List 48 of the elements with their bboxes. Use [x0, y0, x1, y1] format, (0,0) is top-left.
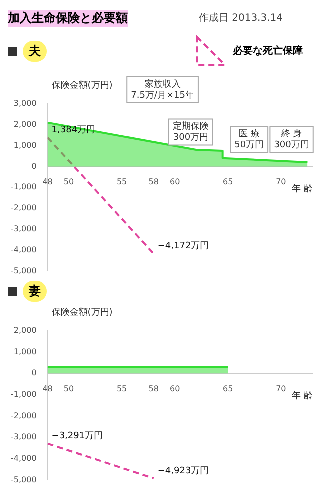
text: 必要な死亡保障 [233, 44, 303, 58]
annotation: −3,291万円 [52, 432, 104, 442]
y-tick-label: -2,000 [10, 204, 37, 213]
x-tick-label: 70 [276, 178, 286, 187]
y-tick-label: -1,000 [10, 182, 37, 192]
annotation: 定期保険 300万円 [173, 121, 210, 144]
annotation: 1,384万円 [52, 126, 96, 136]
y-tick-label: 3,000 [14, 99, 37, 108]
text: 家族収入 7.5万/月×15年 [131, 78, 194, 101]
x-tick-label: 60 [170, 178, 180, 187]
y-tick-label: 0 [32, 162, 37, 171]
chart-title: 加入生命保険と必要額 [8, 10, 128, 26]
y-tick-label: 2,000 [14, 120, 37, 129]
x-tick-label: 48 [42, 384, 53, 394]
y-tick-label: 0 [32, 368, 37, 378]
annotation: 医 療 50万円 [234, 128, 264, 150]
annotation: −4,172万円 [158, 242, 210, 252]
x-tick-label: 70 [276, 384, 286, 394]
x-tick-label: 48 [42, 178, 53, 187]
annotation: 終 身 300万円 [274, 128, 310, 150]
y-tick-label: -4,000 [10, 454, 37, 463]
y-tick-label: -4,000 [10, 245, 37, 254]
text: 作成日 2013.3.14 [198, 12, 283, 25]
y-tick-label: -1,000 [10, 390, 37, 400]
x-tick-label: 55 [116, 384, 128, 394]
annotation: −4,923万円 [158, 466, 210, 476]
x-tick-label: 58 [148, 384, 159, 394]
y-tick-label: -5,000 [10, 475, 37, 484]
x-axis-title: 年 齢 [292, 184, 313, 195]
y-axis-title: 保険金額(万円) [52, 306, 113, 318]
chart-subtitle: 妻 [23, 280, 47, 302]
y-tick-label: -2,000 [10, 411, 37, 420]
x-tick-label: 65 [223, 384, 234, 394]
y-tick-label: 1,000 [14, 347, 37, 356]
x-axis-title: 年 齢 [292, 390, 313, 402]
x-tick-label: 58 [148, 178, 159, 187]
y-tick-label: -5,000 [10, 266, 37, 276]
y-tick-label: -3,000 [10, 224, 37, 234]
x-tick-label: 50 [64, 178, 74, 187]
x-tick-label: 65 [223, 178, 234, 187]
x-tick-label: 60 [170, 384, 180, 394]
y-tick-label: 1,000 [14, 140, 37, 150]
y-tick-label: 2,000 [14, 326, 37, 336]
chart-subtitle: 夫 [23, 40, 47, 62]
x-tick-label: 50 [64, 384, 74, 394]
x-tick-label: 55 [116, 178, 128, 187]
y-axis-title: 保険金額(万円) [52, 80, 113, 91]
y-tick-label: -3,000 [10, 432, 37, 442]
